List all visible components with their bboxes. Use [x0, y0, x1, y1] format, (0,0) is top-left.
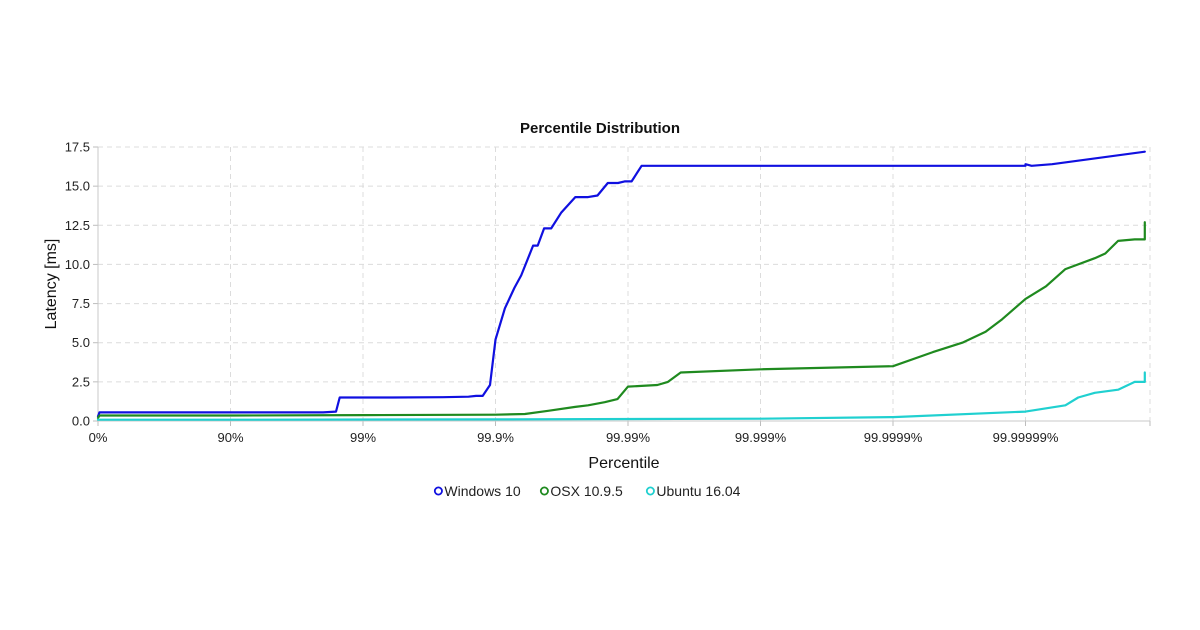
x-tick-label: 90% [217, 430, 243, 445]
y-tick-label: 17.5 [65, 140, 90, 155]
legend-item-windows-10: Windows 10 [433, 483, 521, 499]
legend: Windows 10 OSX 10.9.5 Ubuntu 16.04 [433, 483, 741, 499]
y-axis-title: Latency [ms] [43, 239, 60, 330]
legend-marker-icon [433, 486, 443, 496]
x-tick-label: 0% [89, 430, 108, 445]
series-line-windows-10 [96, 150, 1146, 418]
x-tick-label: 99.99% [606, 430, 651, 445]
x-tick-label: 99.999% [735, 430, 787, 445]
legend-marker-icon [539, 486, 549, 496]
series-lines [96, 150, 1146, 421]
x-tick-label: 99.99999% [993, 430, 1059, 445]
x-axis-title: Percentile [588, 455, 659, 472]
grid [97, 146, 1151, 422]
y-tick-label: 7.5 [72, 296, 90, 311]
legend-label: Windows 10 [444, 483, 520, 499]
legend-marker-icon [645, 486, 655, 496]
y-tick-label: 12.5 [65, 218, 90, 233]
series-line-ubuntu-16-04 [96, 371, 1146, 421]
y-tick-label: 5.0 [72, 335, 90, 350]
legend-item-ubuntu-16-04: Ubuntu 16.04 [645, 483, 741, 499]
axes: 0.0 2.5 5.0 7.5 10.0 12.5 15.0 17.5 0% 90% 99% 99.9… [65, 140, 1151, 445]
y-tick-label: 0.0 [72, 414, 90, 429]
x-tick-label: 99.9999% [864, 430, 923, 445]
y-tick-label: 10.0 [65, 257, 90, 272]
legend-item-osx-10-9-5: OSX 10.9.5 [539, 483, 623, 499]
chart-title: Percentile Distribution [520, 120, 680, 137]
y-tick-label: 15.0 [65, 179, 90, 194]
x-tick-label: 99% [350, 430, 376, 445]
series-line-osx-10-9-5 [96, 221, 1146, 419]
legend-label: OSX 10.9.5 [550, 483, 623, 499]
y-tick-label: 2.5 [72, 374, 90, 389]
x-tick-label: 99.9% [477, 430, 514, 445]
legend-label: Ubuntu 16.04 [656, 483, 740, 499]
